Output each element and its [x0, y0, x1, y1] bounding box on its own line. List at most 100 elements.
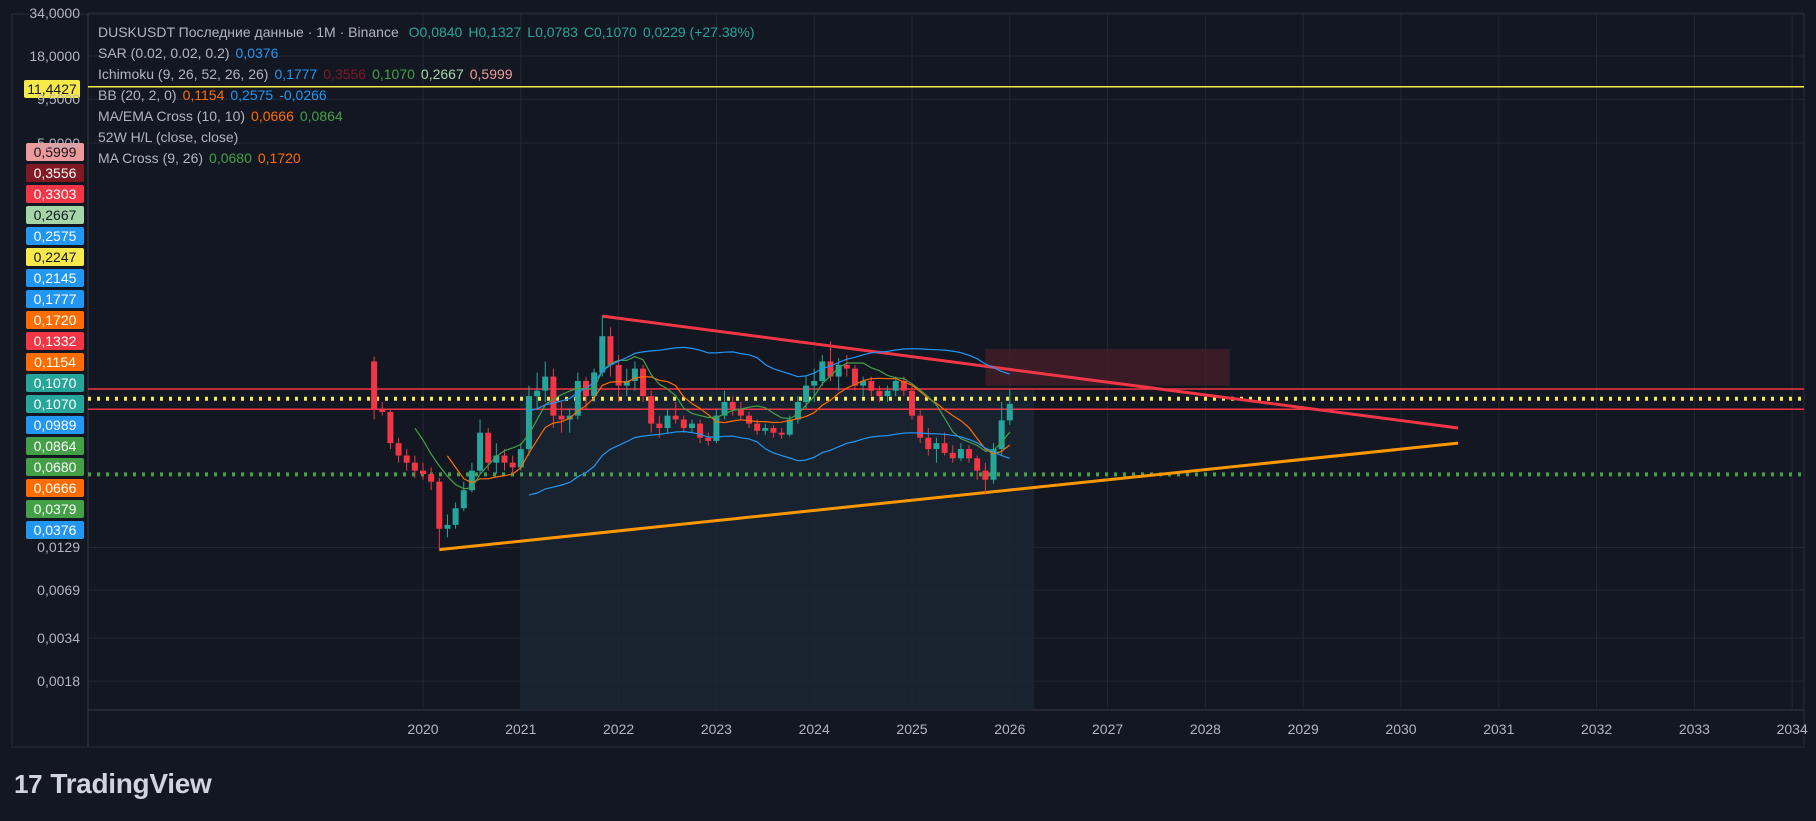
ohlc-item: 0,0229 (+27.38%)	[642, 24, 755, 40]
ohlc-item: C0,1070	[583, 24, 637, 40]
time-tick-label: 2034	[1776, 721, 1808, 737]
candle-body	[892, 380, 899, 391]
time-tick-label: 2025	[896, 721, 928, 737]
price-tick-label: 5,0000	[37, 134, 80, 151]
time-tick-label: 2024	[798, 721, 830, 737]
time-tick-label: 2029	[1287, 721, 1319, 737]
indicator-value: 0,1154	[182, 87, 225, 103]
price-badge: 0,3556	[26, 164, 84, 182]
price-tick-label: 0,0129	[37, 539, 80, 556]
indicator-row[interactable]: 52W H/L (close, close)	[98, 127, 767, 148]
candle-body	[917, 415, 924, 438]
candle-body	[762, 428, 769, 431]
time-tick-label: 2020	[407, 721, 439, 737]
candle-body	[379, 408, 386, 412]
price-badge: 0,3303	[26, 185, 84, 203]
candle-body	[631, 368, 638, 381]
indicator-row[interactable]: Ichimoku (9, 26, 52, 26, 26) 0,1777 0,3556…	[98, 64, 767, 85]
indicator-name: MA Cross (9, 26)	[98, 150, 204, 166]
indicator-row[interactable]: MA/EMA Cross (10, 10) 0,0666 0,0864	[98, 106, 767, 127]
candle-body	[664, 415, 671, 429]
price-badge: 0,0680	[26, 458, 84, 476]
legend-symbol-row: DUSKUSDT Последние данные · 1M · Binance…	[98, 22, 767, 43]
candle-body	[656, 423, 663, 429]
indicator-value: 0,0666	[251, 108, 294, 124]
price-badge: 0,2575	[26, 227, 84, 245]
tradingview-brand[interactable]: 17 TradingView	[14, 768, 212, 800]
candle-body	[428, 474, 435, 482]
candle-body	[860, 380, 867, 386]
price-tick-label: 34,0000	[29, 4, 80, 21]
indicator-row[interactable]: BB (20, 2, 0) 0,1154 0,2575 -0,0266	[98, 85, 767, 106]
price-badge: 0,0666	[26, 479, 84, 497]
price-tick-label: 9,5000	[37, 91, 80, 108]
candle-body	[395, 443, 402, 456]
candle-body	[574, 380, 581, 416]
indicator-value: 0,1070	[372, 66, 415, 82]
candle-body	[721, 402, 728, 416]
time-tick-label: 2021	[505, 721, 537, 737]
candle-body	[607, 336, 614, 365]
indicator-row[interactable]: MA Cross (9, 26) 0,0680 0,1720	[98, 148, 767, 169]
time-tick-label: 2030	[1385, 721, 1417, 737]
candle-body	[509, 462, 516, 468]
candle-body	[835, 364, 842, 377]
indicator-value: -0,0266	[279, 87, 327, 103]
candle-body	[485, 432, 492, 463]
candle-body	[436, 481, 443, 529]
brand-name: TradingView	[50, 768, 212, 799]
candle-body	[811, 380, 818, 386]
candle-body	[982, 470, 989, 480]
candle-body	[925, 437, 932, 450]
candle-body	[778, 432, 785, 435]
ema-line	[414, 355, 1011, 490]
candle-body	[819, 361, 826, 381]
tradingview-logo-icon: 17	[14, 768, 43, 799]
indicator-value: 0,0376	[235, 45, 279, 61]
candle-body	[468, 470, 475, 491]
price-badge: 0,0864	[26, 437, 84, 455]
chart-legend: DUSKUSDT Последние данные · 1M · Binance…	[98, 22, 767, 169]
indicator-row[interactable]: SAR (0.02, 0.02, 0.2) 0,0376	[98, 43, 767, 64]
indicator-value: 0,1720	[257, 150, 301, 166]
candle-body	[974, 458, 981, 471]
price-badge: 0,1070	[26, 374, 84, 392]
candle-body	[990, 449, 997, 480]
candle-body	[737, 408, 744, 416]
candle-body	[672, 415, 679, 420]
candle-body	[371, 361, 378, 409]
indicator-name: BB (20, 2, 0)	[98, 87, 177, 103]
ohlc-item: H0,1327	[468, 24, 522, 40]
price-badge: 0,2247	[26, 248, 84, 266]
indicator-value: 0,3556	[323, 66, 367, 82]
time-tick-label: 2023	[700, 721, 732, 737]
candle-body	[843, 364, 850, 369]
candle-body	[501, 455, 508, 463]
price-badge: 0,0379	[26, 500, 84, 518]
price-badge: 0,2667	[26, 206, 84, 224]
candle-body	[851, 368, 858, 386]
indicator-value: 0,0680	[209, 150, 252, 166]
price-tick-label: 0,0018	[37, 673, 80, 690]
indicator-value: 0,2575	[230, 87, 274, 103]
time-tick-label: 2026	[994, 721, 1026, 737]
bb-lower-line	[528, 430, 1010, 496]
indicator-value: 0,1777	[274, 66, 318, 82]
chart-border	[11, 13, 1805, 748]
candle-body	[591, 372, 598, 397]
candle-body	[640, 368, 647, 397]
candle-body	[1006, 403, 1013, 421]
candle-body	[460, 490, 467, 509]
price-tick-label: 18,0000	[29, 48, 80, 64]
indicator-value: 0,5999	[469, 66, 513, 82]
candle-body	[550, 376, 557, 416]
candle-body	[957, 449, 964, 459]
price-tick-label: 0,0069	[37, 581, 80, 598]
candle-body	[909, 390, 915, 416]
bb-upper-line	[528, 346, 1010, 412]
ohlc-item: O0,0840	[408, 24, 463, 40]
candle-body	[746, 415, 752, 424]
candle-body	[680, 419, 687, 429]
indicator-value: 0,2667	[420, 66, 464, 82]
